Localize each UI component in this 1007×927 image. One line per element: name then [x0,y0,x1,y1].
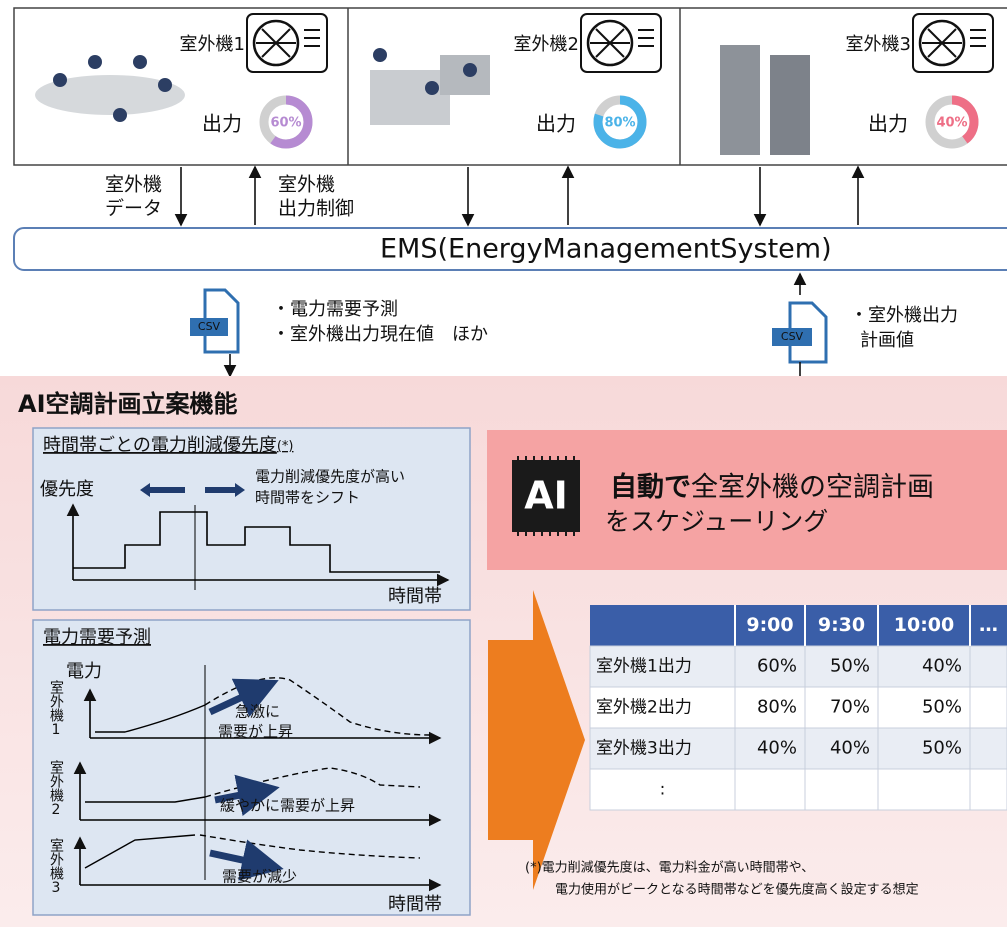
page: {"units": [ {"name": "室外機1", "output_lab… [0,0,1007,927]
unit-name: 室外機3 [846,34,911,55]
output-value: 80% [604,116,635,131]
panel-title-note: (*) [277,439,294,454]
section-title: AI空調計画立案機能 [18,390,238,418]
output-label: 出力 [868,112,908,136]
unit-name: 室外機1 [180,34,245,55]
ai-emphasis: 自動で [610,471,691,503]
note: ・電力需要予測 [272,299,398,320]
row-label: 室外機2 [48,759,64,818]
ai-text: をスケジューリング [605,507,828,536]
footnote: 電力使用がピークとなる時間帯などを優先度高く設定する想定 [555,882,919,898]
axis-label: 電力 [66,661,102,682]
ai-icon-label: AI [524,474,568,518]
row-label: 室外機3 [48,837,64,896]
panel-title: 時間帯ごとの電力削減優先度(*) [43,435,293,456]
axis-label: 時間帯 [388,586,442,607]
table-value: 50% [922,738,962,759]
annotation: 需要が上昇 [218,723,293,741]
table-cell [878,769,970,810]
schedule-table: 9:00 9:30 10:00 … 室外機1出力 60% 50% 40% 室外機2出力 80% 70… [590,605,1007,810]
ai-text-line: 全室外機の空調計画 [691,472,934,503]
panel-title-text: 時間帯ごとの電力削減優先度 [43,435,277,456]
unit-name: 室外機2 [514,34,579,55]
table-cell [970,728,1007,769]
table-cell [970,646,1007,687]
footnote: (*)電力削減優先度は、電力料金が高い時間帯や、 [525,860,814,876]
annotation: 時間帯をシフト [255,489,360,507]
csv-label: CSV [198,320,221,333]
row-label: : [660,780,666,800]
table-value: 70% [830,697,870,718]
table-value: 40% [830,738,870,759]
ems-label: EMS(EnergyManagementSystem) [380,234,832,265]
flow-label: データ [105,198,162,220]
table-cell [970,687,1007,728]
row-label: 室外機2出力 [596,698,692,718]
flow-label: 室外機 [278,174,335,196]
table-header: 9:30 [818,614,865,636]
panel-title: 電力需要予測 [43,627,151,648]
table-cell [735,769,805,810]
row-label: 室外機1 [48,679,64,738]
table-value: 40% [922,656,962,677]
annotation: 緩やかに需要が上昇 [220,797,355,815]
flow-label: 出力制御 [278,198,354,220]
table-cell [805,769,878,810]
output-label: 出力 [202,112,242,136]
annotation: 電力削減優先度が高い [255,468,405,486]
table-cell [970,769,1007,810]
table-header: 10:00 [894,614,954,636]
annotation: 需要が減少 [222,868,297,886]
row-label: 室外機1出力 [596,657,692,677]
table-header: 9:00 [746,614,793,636]
table-value: 60% [757,656,797,677]
note: ・室外機出力現在値 ほか [272,324,488,345]
annotation: 急激に [235,703,280,721]
axis-label: 時間帯 [388,894,442,915]
output-value: 60% [270,116,301,131]
table-value: 50% [830,656,870,677]
table-value: 80% [757,697,797,718]
csv-label: CSV [781,330,804,343]
output-value: 40% [936,116,967,131]
table-header: … [979,614,998,636]
note: ・室外機出力 [850,305,958,326]
axis-label: 優先度 [40,479,94,500]
table-value: 50% [922,697,962,718]
output-label: 出力 [536,112,576,136]
diagram: 室外機 データ 室外機 出力制御 EMS(EnergyManagementSys… [0,0,1007,927]
row-label: 室外機3出力 [596,739,692,759]
note: 計画値 [860,330,914,351]
flow-label: 室外機 [105,174,162,196]
table-value: 40% [757,738,797,759]
ai-text: 自動で全室外機の空調計画 [610,471,934,503]
